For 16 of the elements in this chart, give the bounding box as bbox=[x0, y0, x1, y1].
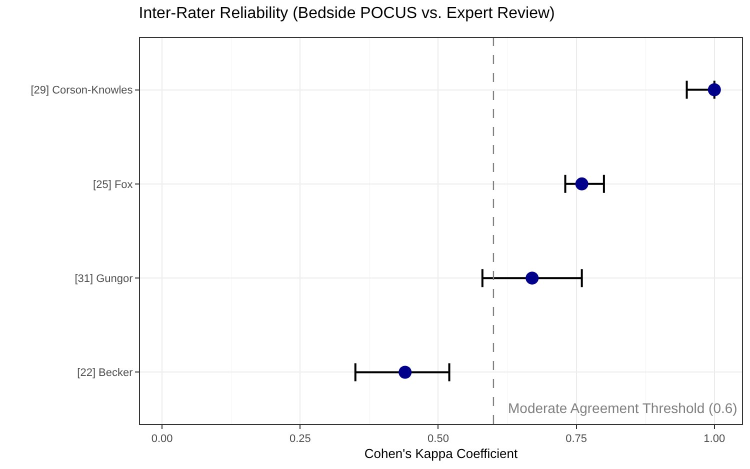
y-tick-label: [22] Becker bbox=[77, 367, 134, 380]
x-tick-label: 0.00 bbox=[151, 433, 173, 446]
point bbox=[398, 366, 412, 379]
ref-line-label: Moderate Agreement Threshold (0.6) bbox=[508, 400, 738, 416]
chart-title: Inter-Rater Reliability (Bedside POCUS vs. Expert Review) bbox=[138, 5, 555, 22]
y-tick-label: [25] Fox bbox=[93, 178, 134, 191]
x-tick-label: 0.50 bbox=[428, 433, 449, 446]
x-axis-title: Cohen's Kappa Coefficient bbox=[364, 446, 518, 461]
point bbox=[526, 272, 539, 285]
y-tick-label: [31] Gungor bbox=[74, 272, 134, 285]
y-tick-label: [29] Corson-Knowles bbox=[30, 84, 134, 97]
x-tick-label: 0.25 bbox=[289, 433, 311, 446]
point bbox=[708, 83, 721, 96]
x-tick-label: 1.00 bbox=[704, 433, 726, 446]
point bbox=[575, 177, 588, 190]
x-tick-label: 0.75 bbox=[566, 433, 588, 446]
